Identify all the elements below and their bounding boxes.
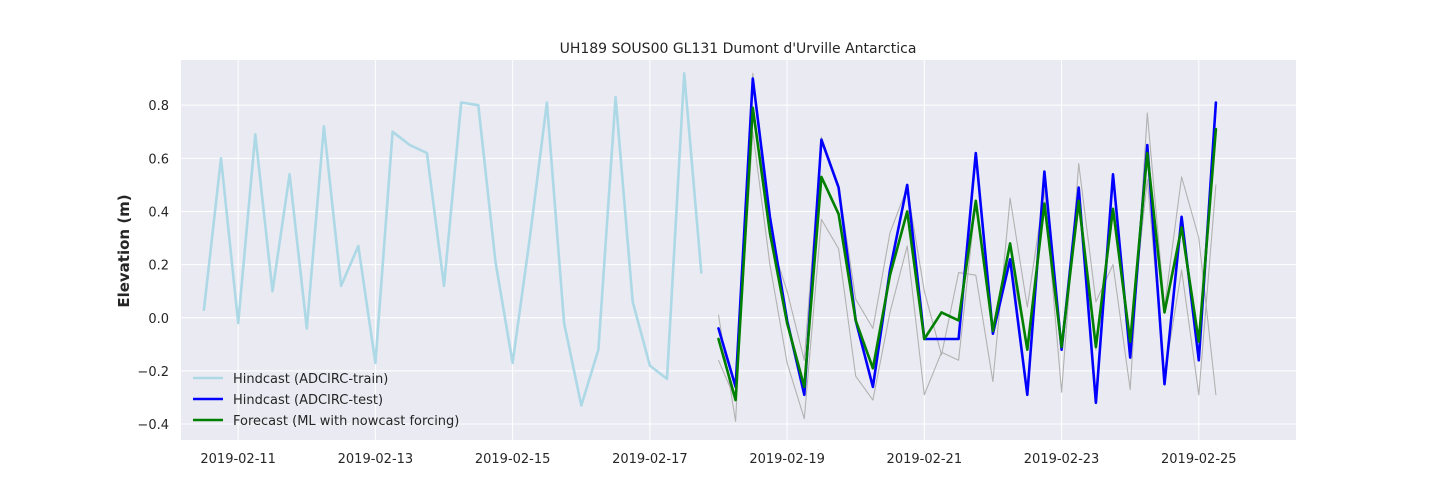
x-axis-ticks: 2019-02-11 2019-02-13 2019-02-15 2019-02-17… <box>200 452 1236 467</box>
x-tick-label: 2019-02-15 <box>475 452 551 467</box>
x-tick-label: 2019-02-19 <box>749 452 825 467</box>
y-tick-label: −0.4 <box>137 418 169 433</box>
legend: Hindcast (ADCIRC-train) Hindcast (ADCIRC-… <box>193 372 459 429</box>
legend-label: Forecast (ML with nowcast forcing) <box>233 414 459 429</box>
legend-label: Hindcast (ADCIRC-train) <box>233 372 388 387</box>
y-axis-label: Elevation (m) <box>115 194 133 307</box>
x-tick-label: 2019-02-21 <box>887 452 963 467</box>
y-tick-label: 0.6 <box>148 152 169 167</box>
y-tick-label: −0.2 <box>137 365 169 380</box>
y-tick-label: 0.4 <box>148 205 169 220</box>
plot-area <box>181 60 1296 440</box>
y-tick-label: 0.2 <box>148 259 169 274</box>
y-tick-label: 0.0 <box>148 312 169 327</box>
y-axis-ticks: −0.4 −0.2 0.0 0.2 0.4 0.6 0.8 <box>137 99 169 433</box>
x-tick-label: 2019-02-23 <box>1024 452 1100 467</box>
legend-label: Hindcast (ADCIRC-test) <box>233 393 383 408</box>
chart-title: UH189 SOUS00 GL131 Dumont d'Urville Anta… <box>560 41 917 57</box>
series-line-4 <box>717 106 1218 402</box>
x-tick-label: 2019-02-25 <box>1161 452 1237 467</box>
series-line-0 <box>202 72 703 407</box>
series-lines <box>202 72 1218 422</box>
x-tick-label: 2019-02-11 <box>200 452 276 467</box>
y-tick-label: 0.8 <box>148 99 169 114</box>
x-tick-label: 2019-02-13 <box>338 452 414 467</box>
ensemble-bound-line <box>717 72 1217 422</box>
x-tick-label: 2019-02-17 <box>612 452 688 467</box>
